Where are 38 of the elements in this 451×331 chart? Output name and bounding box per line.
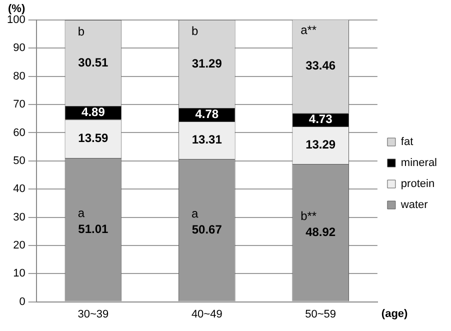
data-label: 30.51 [78, 55, 109, 70]
y-tick-label: 0 [19, 296, 26, 308]
y-tick-label: 20 [13, 239, 26, 252]
legend-label: protein [400, 178, 435, 190]
data-label: 50.67 [192, 222, 222, 236]
annotation: b** [300, 208, 317, 223]
data-label: 13.31 [192, 132, 222, 147]
legend-label: water [400, 199, 428, 212]
x-tick-label: 40~49 [191, 308, 222, 320]
y-tick-label: 50 [13, 154, 26, 167]
x-tick-label: 30~39 [78, 308, 109, 320]
y-tick-label: 80 [13, 70, 26, 82]
legend-label: mineral [400, 157, 438, 170]
data-label: 51.01 [78, 222, 109, 236]
x-axis-title: (age) [381, 308, 408, 320]
data-label: 48.92 [306, 224, 336, 239]
legend-label: fat [400, 136, 414, 148]
y-tick-label: 90 [13, 42, 26, 54]
y-tick-label: 40 [13, 183, 26, 196]
data-label: 33.46 [306, 58, 336, 72]
data-label: 4.89 [82, 105, 106, 120]
annotation: a [78, 206, 85, 220]
annotation: a [192, 206, 199, 220]
y-tick-label: 60 [13, 126, 26, 139]
data-label: 13.29 [306, 138, 336, 152]
annotation: b [192, 24, 199, 38]
y-tick-label: 10 [13, 268, 26, 280]
x-tick-label: 50~59 [305, 308, 336, 320]
y-tick-label: 100 [6, 14, 26, 26]
y-tick-label: 70 [13, 98, 26, 111]
data-label: 13.59 [78, 131, 109, 146]
y-axis-title: (%) [8, 3, 26, 16]
data-label: 31.29 [192, 56, 222, 70]
data-label: 4.78 [195, 107, 219, 122]
data-label: 4.73 [308, 112, 333, 126]
annotation: b [78, 24, 85, 38]
annotation: a** [300, 23, 317, 38]
y-tick-label: 30 [13, 211, 26, 224]
